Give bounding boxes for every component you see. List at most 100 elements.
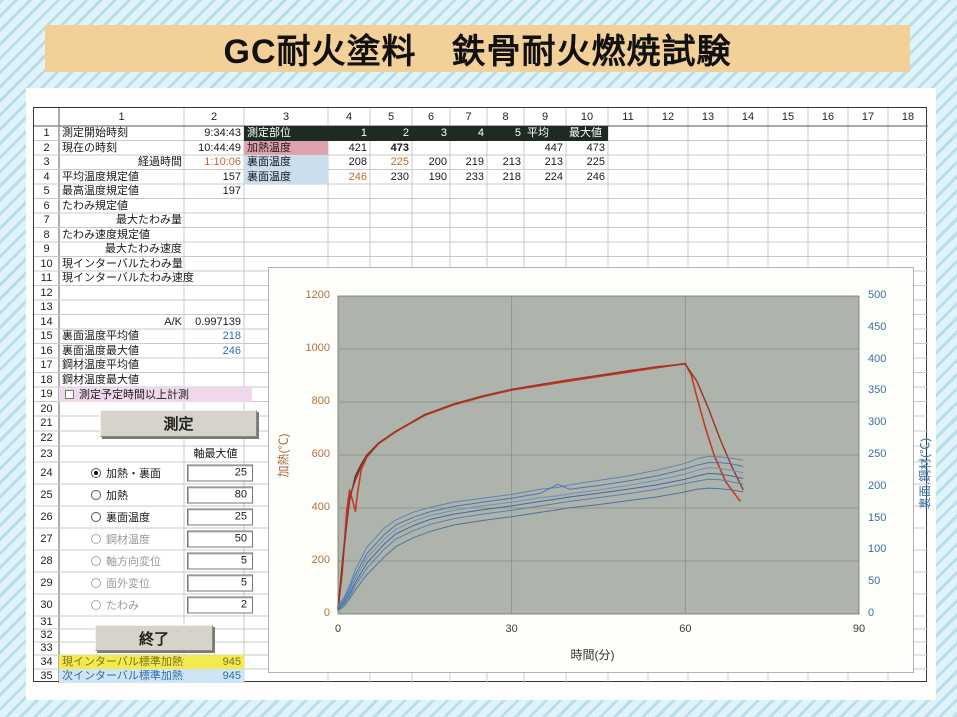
cell-r2c3[interactable]: 加熱温度 (244, 140, 328, 155)
row-header-3[interactable]: 3 (43, 156, 50, 168)
cell-r34c2[interactable]: 945 (184, 655, 244, 669)
cell-r1c5[interactable]: 2 (370, 126, 412, 141)
axis-max-input[interactable]: 5 (187, 574, 253, 592)
cell-r4c10[interactable]: 246 (586, 170, 605, 183)
radio-裏面温度[interactable]: 裏面温度 (59, 506, 244, 528)
cell-r14c2[interactable]: 0.997139 (195, 315, 241, 328)
row-header-32[interactable]: 32 (40, 629, 53, 641)
cell-r4c2[interactable]: 157 (222, 170, 241, 183)
cell-r3c8[interactable]: 213 (502, 156, 521, 168)
radio-面外変位[interactable]: 面外変位 (59, 572, 244, 594)
row-header-25[interactable]: 25 (40, 489, 53, 501)
cell-r1c1[interactable]: 測定開始時刻 (62, 127, 128, 139)
cell-r1c10[interactable]: 最大値 (566, 126, 608, 141)
cell-r9c1[interactable]: 最大たわみ速度 (105, 243, 182, 255)
row-header-22[interactable]: 22 (40, 432, 53, 444)
row-header-5[interactable]: 5 (43, 185, 50, 197)
cell-r15c2[interactable]: 218 (222, 330, 241, 342)
cell-r3c5[interactable]: 225 (390, 156, 409, 168)
row-header-35[interactable]: 35 (40, 670, 53, 682)
checkbox-measure-over-time[interactable]: 測定予定時間以上計測 (59, 387, 252, 402)
col-header-6[interactable]: 6 (427, 111, 435, 123)
cell-r10c1[interactable]: 現インターバルたわみ量 (62, 257, 183, 270)
row-header-10[interactable]: 10 (40, 257, 53, 270)
cell-r4c7[interactable]: 233 (465, 170, 484, 183)
row-header-27[interactable]: 27 (40, 533, 53, 545)
col-header-7[interactable]: 7 (465, 111, 472, 123)
cell-r1c8[interactable]: 5 (487, 126, 524, 141)
cell-r1c7[interactable]: 4 (450, 126, 487, 141)
axis-max-input[interactable]: 2 (187, 596, 253, 614)
row-header-13[interactable]: 13 (40, 301, 53, 313)
cell-r1c3[interactable]: 測定部位 (244, 126, 328, 141)
row-header-17[interactable]: 17 (40, 359, 53, 371)
cell-r1c6[interactable]: 3 (412, 126, 450, 141)
row-header-15[interactable]: 15 (40, 330, 53, 342)
row-header-26[interactable]: 26 (40, 511, 53, 523)
cell-r2c2[interactable]: 10:44:49 (198, 141, 241, 154)
radio-たわみ[interactable]: たわみ (59, 594, 244, 616)
radio-加熱・裏面[interactable]: 加熱・裏面 (59, 462, 244, 484)
radio-icon[interactable] (91, 490, 101, 500)
col-header-11[interactable]: 11 (622, 111, 634, 123)
cell-r4c1[interactable]: 平均温度規定値 (62, 170, 139, 183)
row-header-33[interactable]: 33 (40, 642, 53, 654)
axis-max-input[interactable]: 25 (187, 508, 253, 526)
radio-icon[interactable] (91, 556, 101, 566)
cell-r8c1[interactable]: たわみ速度規定値 (62, 228, 150, 241)
row-header-16[interactable]: 16 (40, 344, 53, 357)
cell-r2c9[interactable]: 447 (544, 141, 563, 154)
axis-max-input[interactable]: 80 (187, 486, 253, 504)
cell-r1c4[interactable]: 1 (328, 126, 370, 141)
cell-r1c2[interactable]: 9:34:43 (204, 127, 241, 139)
radio-icon[interactable] (91, 468, 101, 478)
cell-r18c1[interactable]: 鋼材温度最大値 (62, 373, 139, 386)
cell-r3c6[interactable]: 200 (428, 156, 447, 168)
cell-r4c9[interactable]: 224 (544, 170, 563, 183)
axis-max-input[interactable]: 50 (187, 530, 253, 548)
row-header-7[interactable]: 7 (43, 214, 50, 226)
row-header-9[interactable]: 9 (43, 243, 50, 255)
col-header-15[interactable]: 15 (781, 111, 795, 123)
cell-r2c1[interactable]: 現在の時刻 (62, 141, 117, 154)
row-header-21[interactable]: 21 (40, 417, 53, 429)
row-header-12[interactable]: 12 (40, 286, 53, 299)
measure-button[interactable]: 測定 (100, 410, 257, 437)
row-header-23[interactable]: 23 (40, 448, 53, 460)
row-header-18[interactable]: 18 (40, 373, 53, 386)
cell-r35c2[interactable]: 945 (184, 669, 244, 683)
col-header-17[interactable]: 17 (861, 111, 875, 123)
row-header-2[interactable]: 2 (43, 141, 50, 154)
col-header-5[interactable]: 5 (387, 111, 395, 123)
col-header-8[interactable]: 8 (502, 111, 509, 123)
radio-icon[interactable] (91, 600, 101, 610)
row-header-19[interactable]: 19 (40, 388, 53, 400)
cell-r17c1[interactable]: 鋼材温度平均値 (62, 359, 139, 371)
end-button[interactable]: 終了 (95, 625, 213, 651)
radio-加熱[interactable]: 加熱 (59, 484, 244, 506)
row-header-1[interactable]: 1 (43, 127, 50, 139)
cell-r23c2[interactable]: 軸最大値 (193, 448, 238, 460)
cell-r2c5[interactable]: 473 (390, 141, 409, 154)
cell-r16c1[interactable]: 裏面温度最大値 (62, 344, 139, 357)
col-header-12[interactable]: 12 (661, 111, 675, 123)
cell-r3c10[interactable]: 225 (586, 156, 605, 168)
row-header-28[interactable]: 28 (40, 555, 53, 567)
row-header-24[interactable]: 24 (40, 467, 53, 479)
cell-r35c1[interactable]: 次インターバル標準加熱温度 (59, 669, 205, 683)
cell-r3c4[interactable]: 208 (348, 156, 367, 168)
radio-icon[interactable] (91, 534, 101, 544)
cell-r4c4[interactable]: 246 (348, 170, 367, 183)
col-header-18[interactable]: 18 (901, 111, 915, 123)
cell-r4c5[interactable]: 230 (390, 170, 409, 183)
cell-r3c9[interactable]: 213 (544, 156, 563, 168)
col-header-9[interactable]: 9 (541, 111, 549, 123)
cell-r6c1[interactable]: たわみ規定値 (62, 199, 128, 212)
cell-r11c1[interactable]: 現インターバルたわみ速度 (62, 272, 194, 284)
row-header-6[interactable]: 6 (43, 199, 50, 212)
row-header-31[interactable]: 31 (40, 616, 53, 628)
cell-r15c1[interactable]: 裏面温度平均値 (62, 330, 139, 342)
checkbox-icon[interactable] (65, 389, 74, 399)
row-header-11[interactable]: 11 (40, 272, 53, 284)
cell-r7c1[interactable]: 最大たわみ量 (116, 214, 182, 226)
